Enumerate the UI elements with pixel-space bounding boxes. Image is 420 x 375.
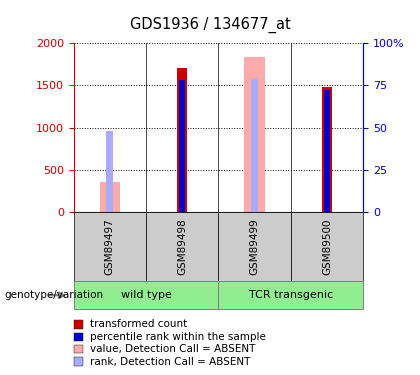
Text: GDS1936 / 134677_at: GDS1936 / 134677_at (130, 17, 290, 33)
Bar (106, 131, 113, 212)
Bar (251, 79, 258, 212)
Bar (323, 87, 332, 212)
Bar (178, 80, 186, 212)
Text: GSM89497: GSM89497 (105, 218, 115, 275)
Text: TCR transgenic: TCR transgenic (249, 290, 333, 300)
Text: GSM89498: GSM89498 (177, 218, 187, 275)
Bar (179, 80, 185, 212)
Text: rank, Detection Call = ABSENT: rank, Detection Call = ABSENT (90, 357, 251, 366)
Bar (100, 182, 120, 212)
Text: GSM89500: GSM89500 (322, 218, 332, 275)
Bar (178, 68, 187, 212)
Text: genotype/variation: genotype/variation (4, 290, 103, 300)
Text: value, Detection Call = ABSENT: value, Detection Call = ABSENT (90, 344, 256, 354)
Text: percentile rank within the sample: percentile rank within the sample (90, 332, 266, 342)
Bar (244, 57, 265, 212)
Text: wild type: wild type (121, 290, 171, 300)
Bar (324, 90, 330, 212)
Text: GSM89499: GSM89499 (249, 218, 260, 275)
Text: transformed count: transformed count (90, 320, 188, 329)
